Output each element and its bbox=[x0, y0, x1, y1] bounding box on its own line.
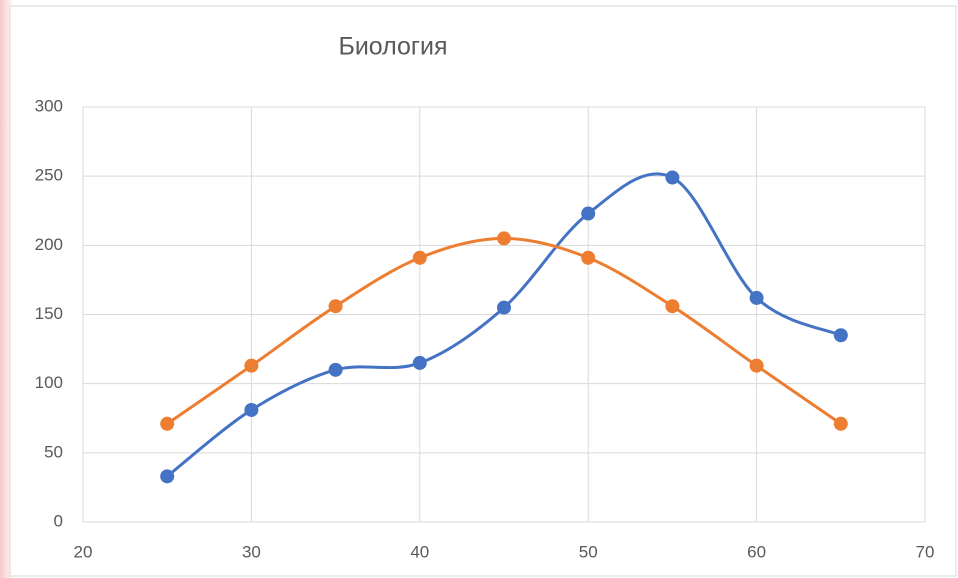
y-tick-label: 250 bbox=[35, 166, 63, 185]
y-tick-label: 150 bbox=[35, 304, 63, 323]
point bbox=[665, 170, 680, 185]
x-tick-label: 40 bbox=[410, 542, 429, 561]
series-line bbox=[166, 172, 842, 478]
point bbox=[497, 300, 511, 315]
point bbox=[412, 250, 427, 265]
point bbox=[160, 416, 175, 431]
point bbox=[581, 250, 596, 265]
point bbox=[749, 358, 764, 373]
point bbox=[244, 402, 259, 417]
y-tick-label: 200 bbox=[35, 235, 63, 254]
point bbox=[749, 290, 764, 305]
x-tick-label: 20 bbox=[74, 542, 93, 561]
point bbox=[160, 469, 175, 484]
point bbox=[328, 299, 343, 314]
point bbox=[412, 355, 427, 370]
point bbox=[497, 231, 511, 246]
y-tick-label: 100 bbox=[35, 373, 63, 392]
chart-area bbox=[9, 5, 957, 577]
y-tick-label: 50 bbox=[44, 442, 63, 461]
chart-title: Биология bbox=[338, 33, 447, 61]
point bbox=[244, 358, 259, 373]
y-tick-label: 0 bbox=[54, 511, 63, 530]
x-tick-label: 30 bbox=[242, 542, 261, 561]
y-tick-label: 300 bbox=[35, 96, 63, 115]
point bbox=[833, 328, 848, 343]
point bbox=[665, 299, 680, 314]
point bbox=[581, 206, 596, 221]
point bbox=[328, 362, 343, 377]
x-tick-label: 60 bbox=[747, 542, 766, 561]
point bbox=[833, 416, 848, 431]
x-tick-label: 50 bbox=[579, 542, 598, 561]
x-tick-label: 70 bbox=[916, 542, 935, 561]
